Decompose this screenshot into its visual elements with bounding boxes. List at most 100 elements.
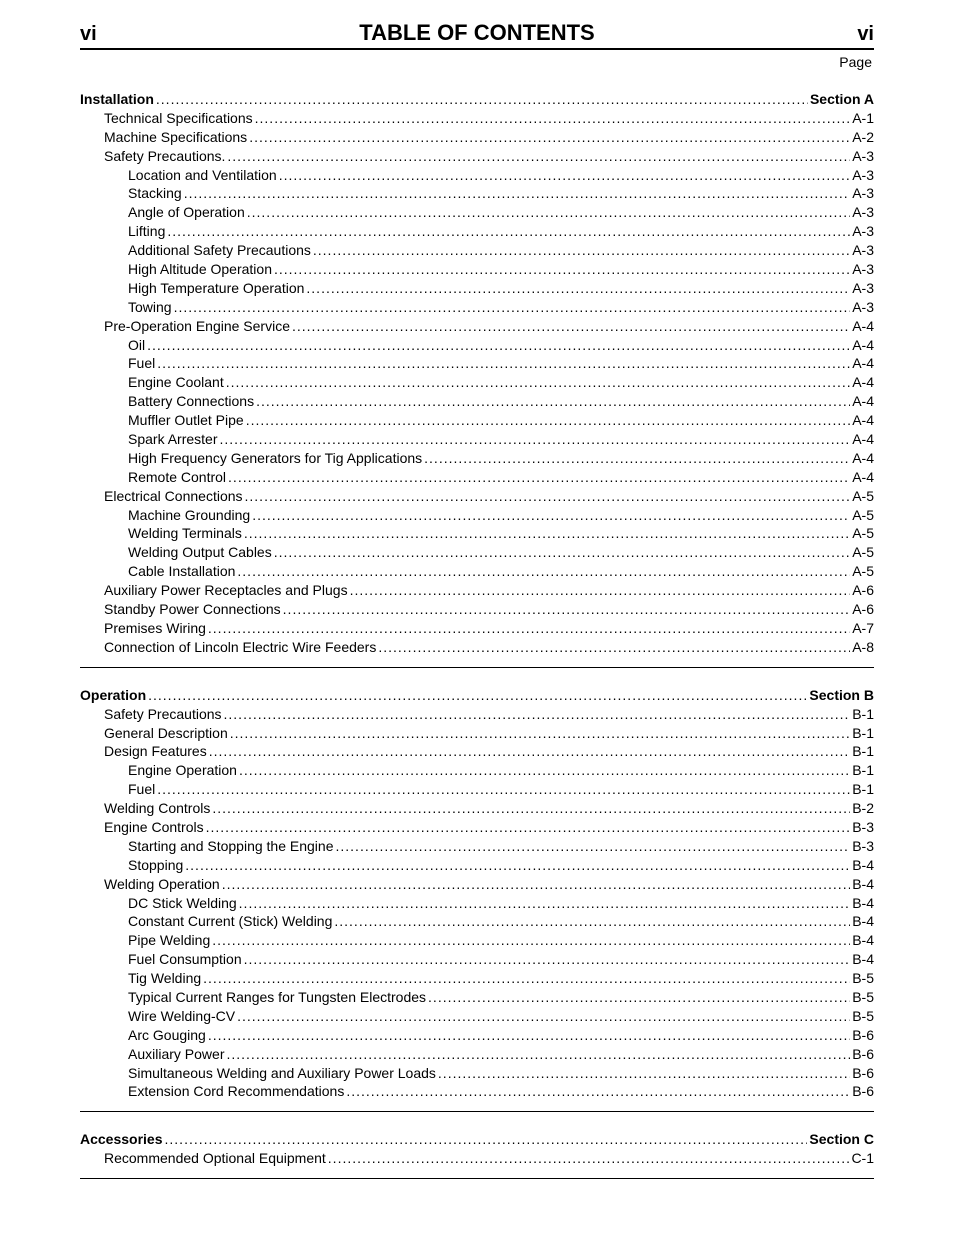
toc-entry-label: Standby Power Connections [104, 600, 281, 619]
toc-entry-page: A-5 [852, 562, 874, 581]
toc-leader-dots [174, 298, 851, 317]
toc-entry: OilA-4 [80, 336, 874, 355]
toc-entry: Engine ControlsB-3 [80, 818, 874, 837]
toc-entry: Location and VentilationA-3 [80, 166, 874, 185]
toc-entry: Electrical ConnectionsA-5 [80, 487, 874, 506]
toc-entry-page: A-4 [852, 430, 874, 449]
toc-entry: Machine GroundingA-5 [80, 506, 874, 525]
toc-entry: Auxiliary Power Receptacles and PlugsA-6 [80, 581, 874, 600]
toc-leader-dots [279, 166, 851, 185]
toc-entry-label: Installation [80, 90, 154, 109]
section-divider [80, 667, 874, 668]
toc-leader-dots [244, 524, 850, 543]
toc-leader-dots [313, 241, 850, 260]
toc-entry-page: A-2 [852, 128, 874, 147]
toc-entry: Cable InstallationA-5 [80, 562, 874, 581]
toc-entry: Battery ConnectionsA-4 [80, 392, 874, 411]
toc-entry-label: Welding Output Cables [128, 543, 272, 562]
toc-leader-dots [208, 1026, 850, 1045]
toc-entry-label: Welding Terminals [128, 524, 242, 543]
toc-entry-label: Pipe Welding [128, 931, 210, 950]
toc-leader-dots [212, 931, 850, 950]
toc-entry: Starting and Stopping the EngineB-3 [80, 837, 874, 856]
toc-entry-label: Engine Coolant [128, 373, 224, 392]
toc-entry-page: B-2 [852, 799, 874, 818]
toc-entry-label: High Frequency Generators for Tig Applic… [128, 449, 422, 468]
toc-entry: High Temperature Operation A-3 [80, 279, 874, 298]
toc-entry-page: B-1 [852, 724, 874, 743]
toc-leader-dots [157, 354, 850, 373]
toc-entry: Welding Output CablesA-5 [80, 543, 874, 562]
toc-entry: Arc GougingB-6 [80, 1026, 874, 1045]
toc-leader-dots [306, 279, 850, 298]
toc-entry-page: A-5 [852, 506, 874, 525]
toc-entry-page: B-4 [852, 912, 874, 931]
toc-entry-label: Tig Welding [128, 969, 201, 988]
toc-entry-page: B-3 [852, 818, 874, 837]
toc-leader-dots [185, 856, 850, 875]
toc-entry-label: Stopping [128, 856, 183, 875]
toc-entry-page: B-5 [852, 969, 874, 988]
toc-leader-dots [245, 487, 851, 506]
toc-entry-page: A-5 [852, 487, 874, 506]
toc-entry-page: B-6 [852, 1064, 874, 1083]
toc-leader-dots [227, 147, 850, 166]
toc-entry-label: Fuel Consumption [128, 950, 242, 969]
toc-entry-label: Fuel [128, 354, 155, 373]
toc-leader-dots [226, 1045, 850, 1064]
toc-entry: Extension Cord RecommendationsB-6 [80, 1082, 874, 1101]
toc-entry: StoppingB-4 [80, 856, 874, 875]
toc-leader-dots [328, 1149, 850, 1168]
toc-entry-page: A-4 [852, 449, 874, 468]
toc-entry-page: A-4 [852, 373, 874, 392]
toc-entry-label: Technical Specifications [104, 109, 253, 128]
toc-entry: Technical SpecificationsA-1 [80, 109, 874, 128]
toc-entry: High Frequency Generators for Tig Applic… [80, 449, 874, 468]
toc-leader-dots [209, 742, 850, 761]
toc-leader-dots [157, 780, 850, 799]
toc-entry-page: B-4 [852, 894, 874, 913]
toc-leader-dots [212, 799, 850, 818]
toc-leader-dots [438, 1064, 850, 1083]
toc-entry-label: Simultaneous Welding and Auxiliary Power… [128, 1064, 436, 1083]
toc-entry-page: A-3 [852, 298, 874, 317]
toc-entry-page: A-4 [852, 468, 874, 487]
toc-leader-dots [256, 392, 850, 411]
toc-entry-page: A-3 [852, 279, 874, 298]
toc-leader-dots [239, 894, 851, 913]
toc-entry: Safety Precautions.A-3 [80, 147, 874, 166]
toc-leader-dots [252, 506, 850, 525]
toc-entry-page: Section A [810, 90, 874, 109]
toc-leader-dots [237, 562, 850, 581]
toc-leader-dots [147, 336, 850, 355]
toc-entry-page: B-1 [852, 780, 874, 799]
toc-leader-dots [228, 468, 850, 487]
toc-entry-label: Safety Precautions [104, 705, 222, 724]
toc-entry: StackingA-3 [80, 184, 874, 203]
toc-entry-label: Angle of Operation [128, 203, 245, 222]
toc-entry-label: Arc Gouging [128, 1026, 206, 1045]
toc-leader-dots [255, 109, 851, 128]
toc-entry-page: A-4 [852, 317, 874, 336]
toc-leader-dots [274, 260, 850, 279]
toc-leader-dots [156, 90, 808, 109]
toc-entry-label: Connection of Lincoln Electric Wire Feed… [104, 638, 376, 657]
toc-entry-label: Operation [80, 686, 146, 705]
toc-entry: Remote ControlA-4 [80, 468, 874, 487]
toc-entry-page: B-6 [852, 1045, 874, 1064]
toc-entry: Engine Coolant A-4 [80, 373, 874, 392]
toc-leader-dots [424, 449, 850, 468]
toc-entry-label: Recommended Optional Equipment [104, 1149, 326, 1168]
toc-leader-dots [167, 222, 850, 241]
toc-entry: Muffler Outlet PipeA-4 [80, 411, 874, 430]
toc-entry-label: Welding Operation [104, 875, 220, 894]
toc-section-heading: Operation Section B [80, 686, 874, 705]
toc-entry-label: Oil [128, 336, 145, 355]
toc-entry-label: High Temperature Operation [128, 279, 304, 298]
toc-entry-page: Section B [809, 686, 874, 705]
toc-entry-label: Lifting [128, 222, 165, 241]
toc-leader-dots [244, 950, 851, 969]
toc-section-heading: Installation Section A [80, 90, 874, 109]
toc-entry: Pre-Operation Engine ServiceA-4 [80, 317, 874, 336]
toc-entry: Connection of Lincoln Electric Wire Feed… [80, 638, 874, 657]
